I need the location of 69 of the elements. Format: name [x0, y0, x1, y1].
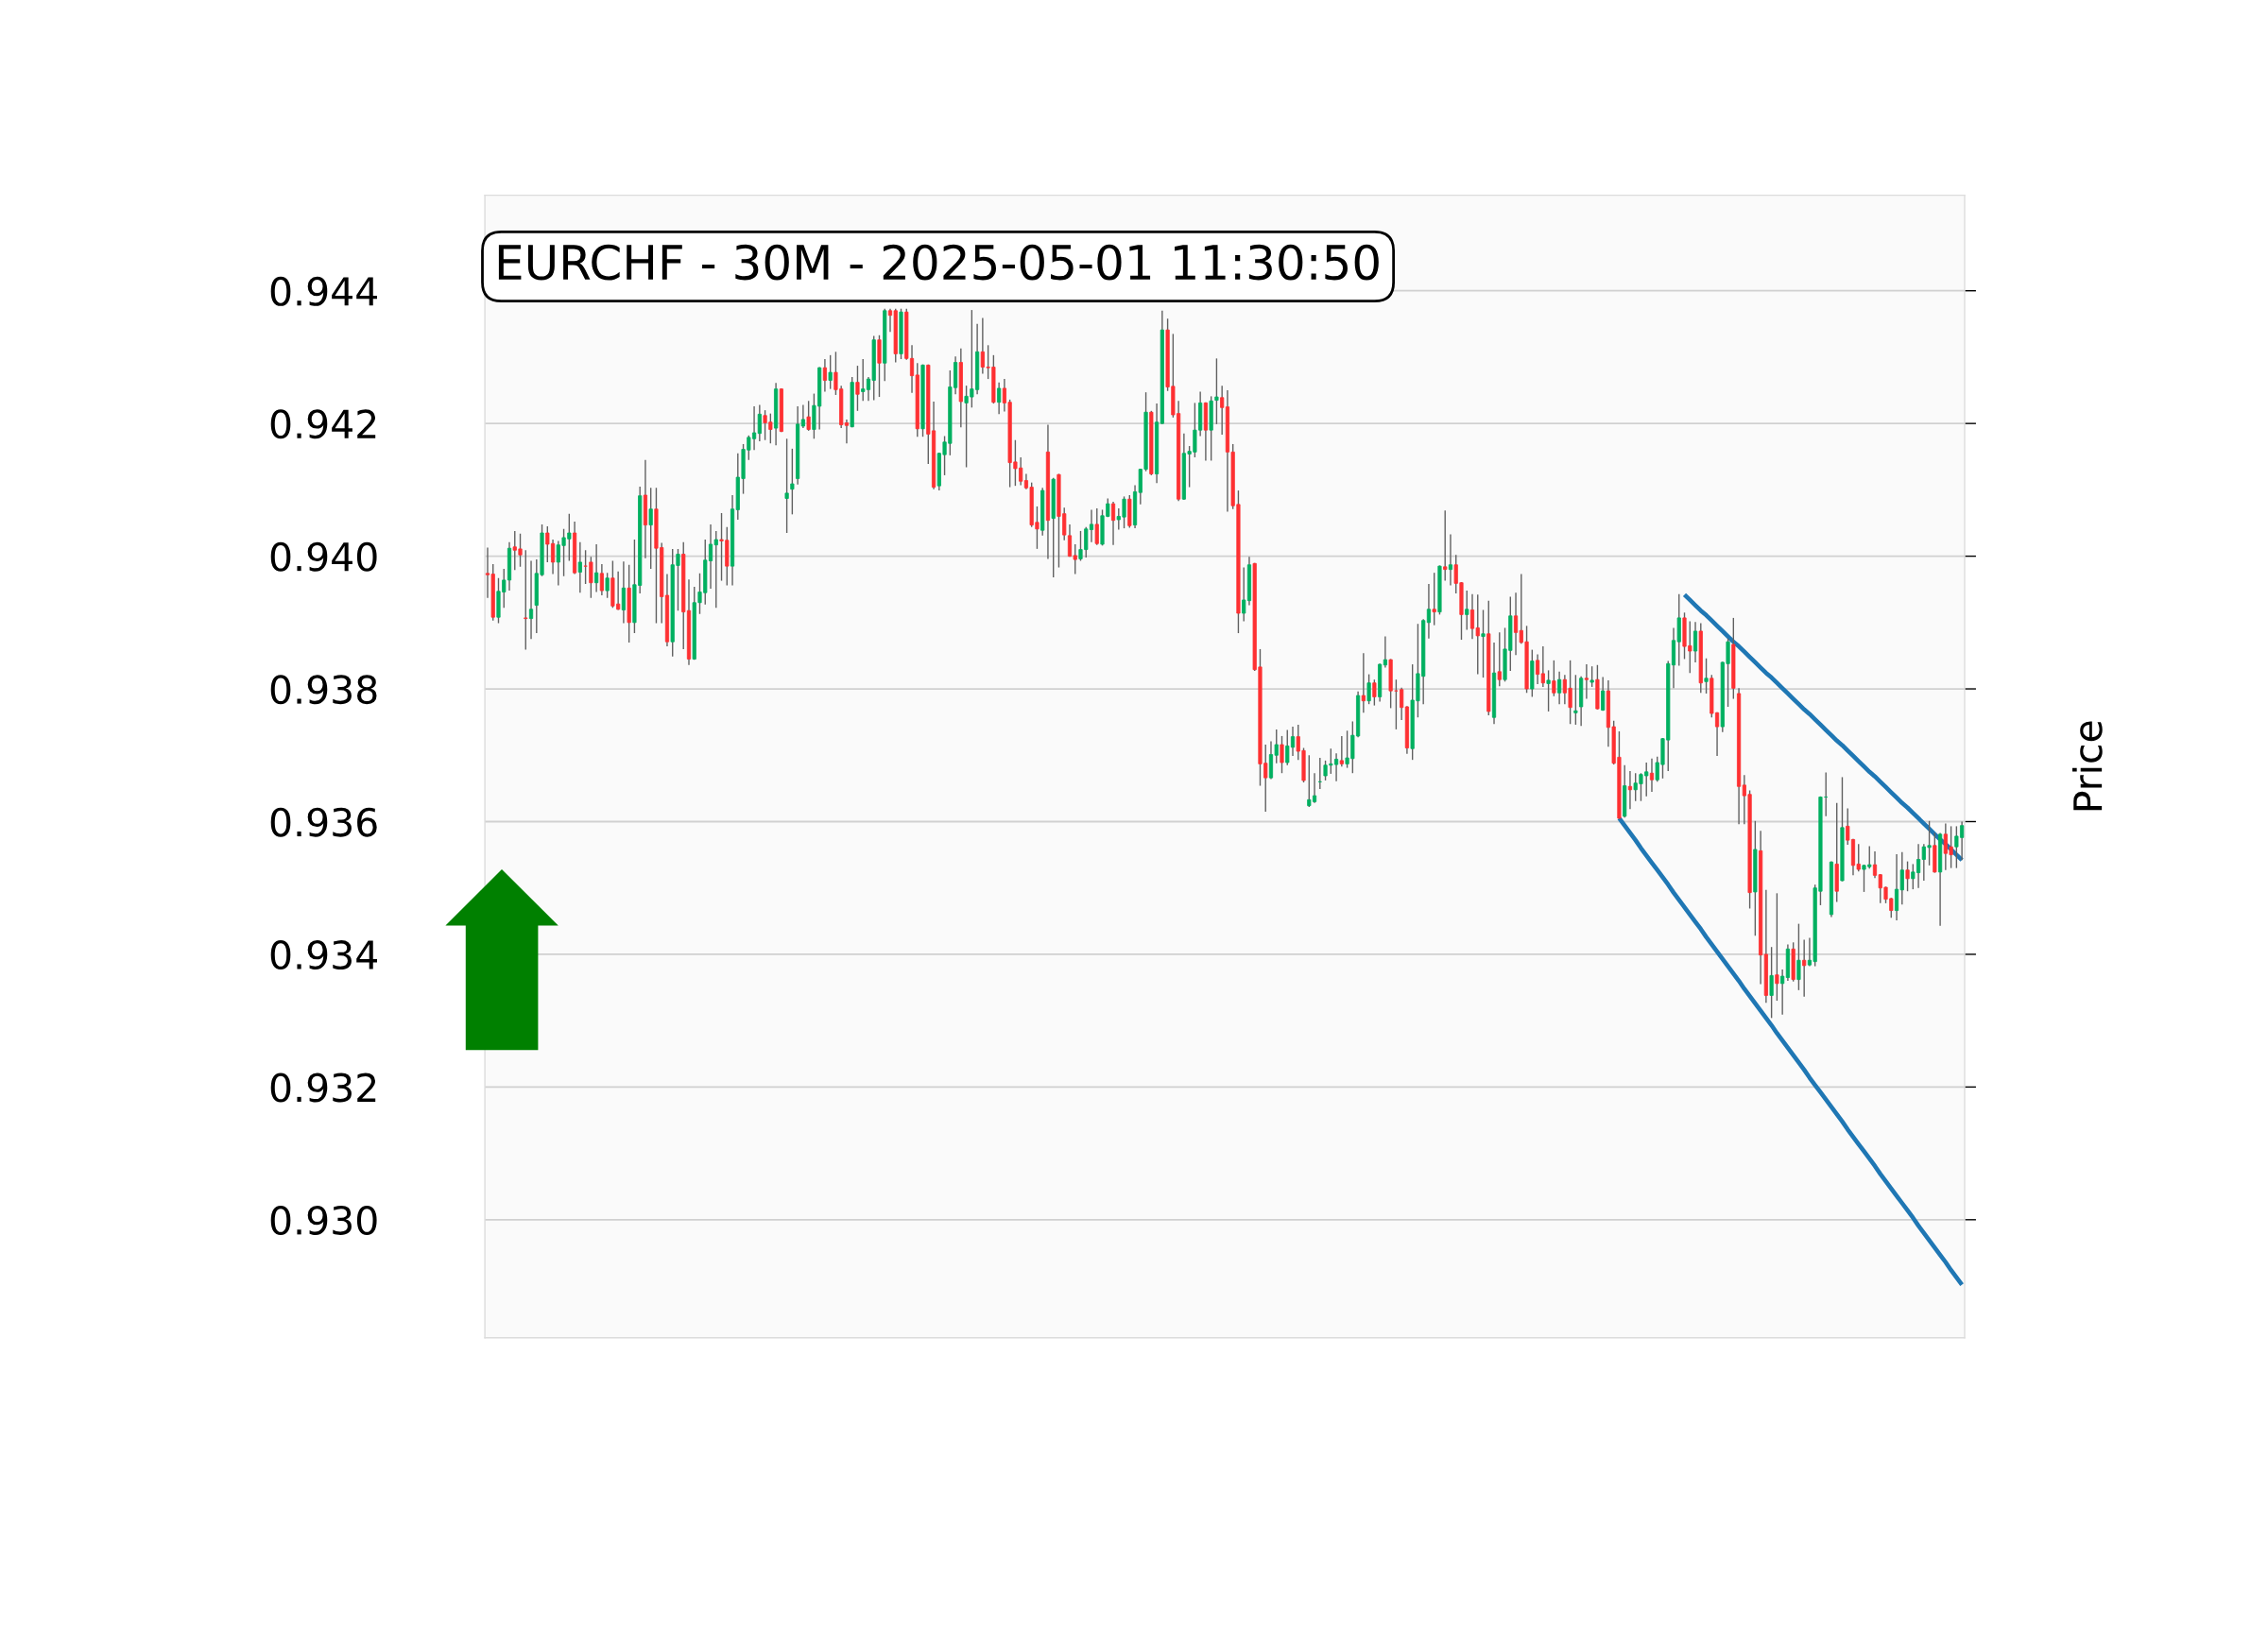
candlestick [822, 359, 827, 392]
candlestick [1372, 679, 1377, 706]
text: EURCHF - 30M - 2025-05-01 11:30:50 [498, 244, 1379, 281]
candlestick [1557, 671, 1562, 705]
candlestick [1802, 939, 1807, 997]
candlestick [784, 438, 789, 534]
candlestick [1584, 664, 1589, 699]
candlestick [1220, 386, 1225, 436]
candlestick [1426, 584, 1432, 639]
candlestick [1094, 508, 1099, 545]
candlestick [1465, 591, 1469, 630]
candlestick [648, 488, 653, 569]
candlestick [1769, 947, 1774, 1019]
candlestick [1432, 573, 1436, 626]
candlestick [1443, 510, 1448, 581]
y-tick-label: 0.940 [270, 541, 377, 572]
candlestick [1361, 653, 1366, 713]
candlestick [589, 557, 593, 598]
candlestick [806, 401, 811, 431]
candlestick [1394, 679, 1399, 729]
candlestick [828, 354, 833, 389]
y-tick-label: 0.930 [270, 1205, 377, 1235]
y-axis-title: Price [2072, 721, 2103, 811]
candlestick [1780, 969, 1785, 1015]
candlestick [1535, 654, 1540, 685]
candlestick [605, 573, 610, 598]
candlestick [1796, 923, 1801, 990]
candlestick [577, 541, 582, 593]
candlestick [1383, 636, 1387, 668]
candlestick [528, 560, 534, 640]
candlestick [1627, 771, 1633, 810]
line-series [1682, 592, 1965, 863]
candlestick [1481, 609, 1486, 678]
candlestick [757, 404, 762, 442]
candlestick [1280, 735, 1284, 774]
candlestick [790, 448, 795, 515]
candlestick [1214, 358, 1219, 424]
candlestick [1497, 632, 1502, 687]
candlestick [1649, 758, 1655, 792]
candlestick [621, 561, 626, 624]
candlestick [997, 382, 1002, 415]
candlestick [1400, 687, 1404, 721]
candlestick [800, 404, 805, 429]
candlestick [1601, 677, 1606, 712]
candlestick [1775, 893, 1779, 1002]
y-tick-label: 0.932 [270, 1072, 376, 1103]
candlestick [583, 550, 588, 585]
candlestick [1589, 666, 1594, 687]
candlestick [1692, 622, 1698, 662]
y-tick-label: 0.934 [270, 940, 377, 970]
y-tick-label: 0.944 [270, 276, 377, 306]
candlestick [1540, 646, 1545, 687]
candlestick [524, 550, 528, 650]
candlestick [1546, 670, 1551, 712]
candlestick [599, 564, 604, 596]
candlestick [855, 366, 860, 411]
candlestick [1704, 658, 1709, 694]
candlestick [1905, 861, 1910, 892]
y-tick-label: 0.942 [270, 409, 376, 439]
candlestick [1552, 660, 1556, 696]
candlestick [1110, 502, 1116, 545]
candlestick [1366, 674, 1371, 705]
y-tick-label: 0.936 [270, 807, 377, 837]
candlestick [594, 543, 599, 592]
y-tick-label: 0.938 [270, 675, 377, 705]
line-series [1617, 815, 1965, 1287]
candlestick [1339, 735, 1344, 767]
candlestick [1448, 534, 1453, 586]
candlestick [1573, 675, 1578, 725]
